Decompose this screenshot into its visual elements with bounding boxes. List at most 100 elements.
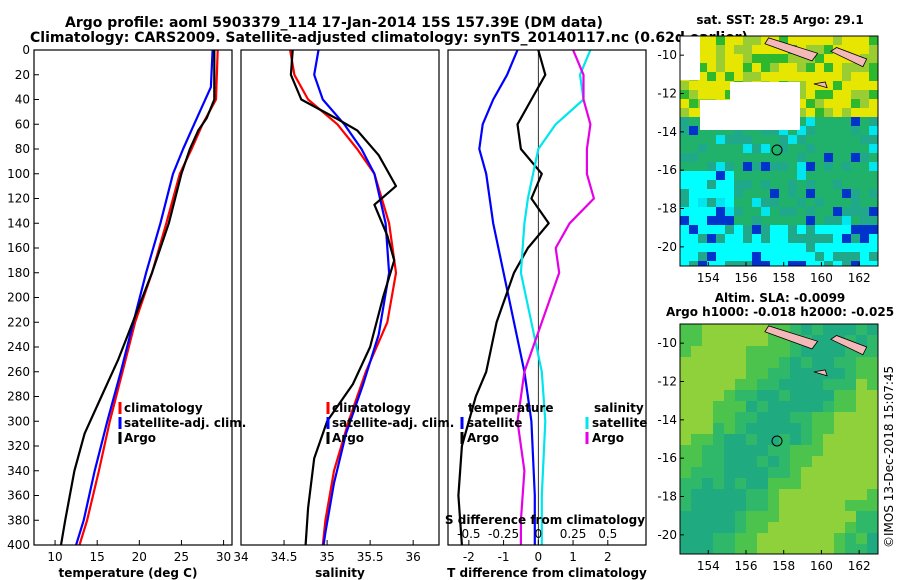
map-cell [806,117,815,126]
map-cell [716,234,725,243]
map-cell [834,368,845,379]
map-cell [860,135,869,144]
sla-map-frame [679,323,879,555]
map-cell [833,252,842,261]
map-cell [815,99,824,108]
map-cell [812,401,823,412]
map-cell [746,379,757,390]
map-cell [812,324,823,335]
map-cell [779,346,790,357]
map-cell [806,261,815,266]
map-cell [689,162,698,171]
map-cell [812,379,823,390]
map-cell [707,162,716,171]
map-cell [680,90,689,99]
map-cell [680,379,691,390]
map-cell [689,99,698,108]
map-cell [779,357,790,368]
map-cell [860,189,869,198]
map-cell [823,500,834,511]
map-cell [860,153,869,162]
map-cell [691,511,702,522]
map-cell [761,252,770,261]
t-difference-xlabel: T difference from climatology [447,566,647,580]
series-line-satellite [75,49,214,546]
map-cell [702,368,713,379]
map-cell [702,335,713,346]
y-tick-label: 20 [15,68,30,82]
map-cell [680,478,691,489]
map-cell [856,533,867,544]
map-cell [779,467,790,478]
map-cell [801,533,812,544]
map-cell [734,198,743,207]
map-cell [716,90,725,99]
map-cell [867,511,878,522]
map-cell [797,162,806,171]
map-cell [716,72,725,81]
map-cell [698,36,707,45]
map-cell [801,368,812,379]
map-cell [812,346,823,357]
map-cell [824,207,833,216]
map-cell [869,243,878,252]
map-cell [689,81,698,90]
map-cell [713,456,724,467]
map-cell [842,117,851,126]
map-cell [735,445,746,456]
map-cell [724,357,735,368]
map-cell [833,126,842,135]
map-cell [842,225,851,234]
map-cell [691,467,702,478]
map-cell [790,522,801,533]
map-cell [834,423,845,434]
map-cell [842,243,851,252]
map-cell [788,126,797,135]
map-cell [761,126,770,135]
map-cell [698,234,707,243]
map-cell [790,412,801,423]
map-cell [757,357,768,368]
map-cell [833,54,842,63]
map-cell [801,434,812,445]
y-tick-label: 160 [7,241,30,255]
map-cell [797,108,806,117]
map-cell [823,434,834,445]
map-cell [768,522,779,533]
map-cell [702,456,713,467]
series-line-s-argo [516,49,596,545]
x-tick-label: 154 [697,271,720,285]
map-cell [823,324,834,335]
map-cell [707,189,716,198]
map-cell [823,335,834,346]
map-cell [752,153,761,162]
map-cell [716,180,725,189]
map-cell [867,335,878,346]
map-cell [867,346,878,357]
y-tick-label: 400 [7,538,30,552]
map-cell [834,357,845,368]
map-cell [698,90,707,99]
map-cell [842,252,851,261]
map-cell [851,135,860,144]
map-cell [834,445,845,456]
map-cell [746,533,757,544]
map-cell [812,467,823,478]
map-cell [689,117,698,126]
map-cell [734,180,743,189]
map-cell [851,162,860,171]
map-cell [845,544,856,554]
map-cell [779,335,790,346]
map-cell [823,401,834,412]
map-cell [851,180,860,189]
map-cell [812,434,823,445]
map-cell [752,54,761,63]
map-cell [860,198,869,207]
map-cell [770,180,779,189]
map-cell [779,500,790,511]
map-cell [856,445,867,456]
map-cell [833,162,842,171]
map-cell [815,261,824,266]
map-cell [788,243,797,252]
map-cell [869,207,878,216]
